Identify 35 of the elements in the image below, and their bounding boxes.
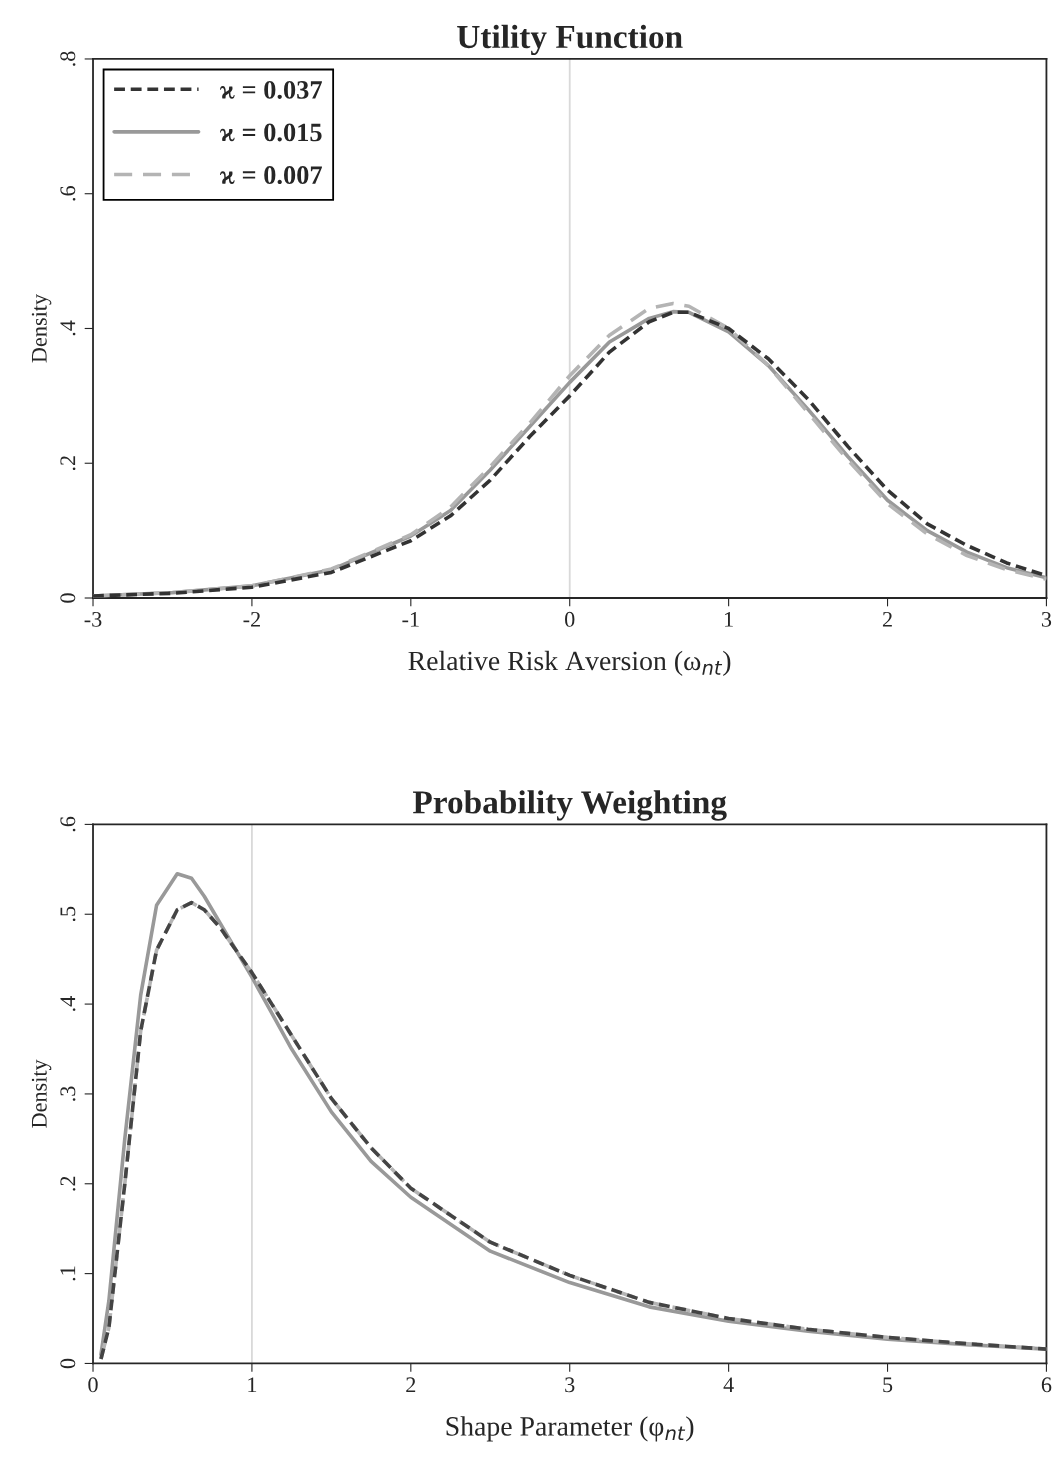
x-tick-label: -2 [243,611,260,627]
y-tick-label: .1 [60,1266,76,1281]
x-tick-label: 1 [248,1377,257,1393]
y-tick-label: .8 [60,51,76,66]
chart-title: Probability Weighting [412,790,727,821]
x-axis-title: Shape Parameter (φ$_{nt}$) [446,1416,694,1442]
x-axis-title: Relative Risk Aversion (ω$_{nt}$) [408,650,731,676]
x-tick-label: 5 [883,1377,893,1393]
x-tick-label: 3 [565,1377,575,1393]
legend-label: ϰ = 0.037 [220,80,322,99]
x-tick-label: -3 [84,611,102,627]
y-tick-label: .5 [60,906,76,922]
y-tick-label: .4 [60,996,76,1011]
x-tick-label: -1 [402,611,419,627]
legend-label: ϰ = 0.007 [220,166,322,185]
y-tick-label: .2 [60,456,76,471]
legend-label: ϰ = 0.015 [220,123,322,142]
y-tick-label: .3 [60,1086,76,1101]
y-tick-label: 0 [60,593,76,603]
x-tick-label: 3 [1041,611,1052,627]
x-tick-label: 2 [406,1377,416,1393]
x-tick-label: 4 [723,1377,734,1393]
y-tick-label: .4 [60,320,76,336]
y-tick-label: 0 [60,1358,76,1369]
y-axis-title: Density [31,294,52,363]
x-tick-label: 1 [725,611,733,627]
x-tick-label: 0 [565,611,575,627]
x-tick-label: 2 [882,611,892,627]
y-axis-title: Density [31,1059,52,1128]
chart-title: Utility Function [457,24,683,56]
y-tick-label: .2 [60,1176,76,1191]
y-tick-label: .6 [60,816,76,832]
x-tick-label: 0 [88,1377,98,1393]
x-tick-label: 6 [1041,1377,1052,1393]
y-tick-label: .6 [60,186,76,201]
